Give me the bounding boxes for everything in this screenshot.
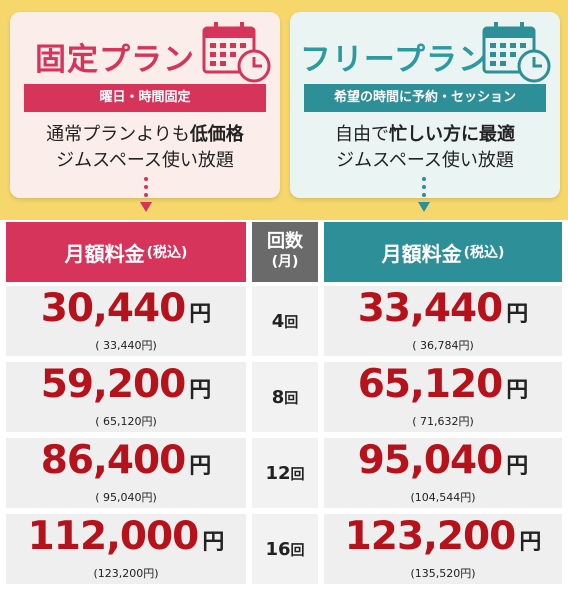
count-value: 12 xyxy=(265,462,291,484)
count-value: 16 xyxy=(265,538,291,560)
count-unit: 回 xyxy=(290,542,305,559)
free-price-value: 123,200 xyxy=(344,514,517,559)
fixed-plan-banner: 曜日・時間固定 xyxy=(24,84,266,112)
free-header-note: (税込) xyxy=(463,245,505,261)
yen-unit: 円 xyxy=(189,454,212,479)
table-row-free-price: 95,040 円 (104,544円) xyxy=(324,438,562,508)
yen-unit: 円 xyxy=(506,378,529,403)
count-value: 8 xyxy=(271,386,285,408)
fixed-desc-text: 通常プランよりも xyxy=(46,124,190,145)
table-row-fixed-price: 59,200 円 ( 65,120円) xyxy=(6,362,246,432)
free-price-value: 33,440 xyxy=(357,286,503,331)
calendar-clock-icon xyxy=(482,22,551,83)
free-price-tax: ( 71,632円) xyxy=(412,415,474,428)
table-row-free-price: 33,440 円 ( 36,784円) xyxy=(324,286,562,356)
fixed-price-value: 112,000 xyxy=(27,514,200,559)
table-row-fixed-price: 86,400 円 ( 95,040円) xyxy=(6,438,246,508)
free-price-value: 95,040 xyxy=(357,438,503,483)
yen-unit: 円 xyxy=(506,454,529,479)
count-unit: 回 xyxy=(284,314,299,331)
table-row-fixed-price: 30,440 円 ( 33,440円) xyxy=(6,286,246,356)
fixed-desc-emphasis: 低価格 xyxy=(189,124,244,145)
table-row-free-price: 123,200 円 (135,520円) xyxy=(324,514,562,584)
fixed-arrow-down-icon xyxy=(140,177,152,212)
free-price-header: 月額料金 (税込) xyxy=(324,222,562,282)
free-price-tax: ( 36,784円) xyxy=(412,339,474,352)
count-value: 4 xyxy=(271,310,285,332)
free-price-tax: (135,520円) xyxy=(410,567,476,580)
table-row-count: 4回 xyxy=(252,286,318,356)
free-plan-description: 自由で忙しい方に最適 ジムスペース使い放題 xyxy=(290,122,560,174)
table-row-count: 12回 xyxy=(252,438,318,508)
fixed-price-tax: (123,200円) xyxy=(93,567,159,580)
table-row-fixed-price: 112,000 円 (123,200円) xyxy=(6,514,246,584)
fixed-header-label: 月額料金 xyxy=(64,241,145,266)
fixed-price-tax: ( 95,040円) xyxy=(95,491,157,504)
free-plan-title: フリープラン xyxy=(299,42,491,78)
fixed-price-value: 86,400 xyxy=(40,438,186,483)
free-plan-banner: 希望の時間に予約・セッション xyxy=(304,84,546,112)
count-unit: 回 xyxy=(284,390,299,407)
free-desc-line2: ジムスペース使い放題 xyxy=(336,150,514,171)
yen-unit: 円 xyxy=(519,530,542,555)
fixed-price-header: 月額料金 (税込) xyxy=(6,222,246,282)
table-row-count: 8回 xyxy=(252,362,318,432)
free-price-tax: (104,544円) xyxy=(410,491,476,504)
calendar-clock-icon xyxy=(202,22,271,83)
fixed-plan-description: 通常プランよりも低価格 ジムスペース使い放題 xyxy=(10,122,280,174)
table-row-count: 16回 xyxy=(252,514,318,584)
count-header-label: 回数 xyxy=(267,231,303,252)
fixed-price-value: 30,440 xyxy=(40,286,186,331)
count-header: 回数 (月) xyxy=(252,222,318,282)
fixed-header-note: (税込) xyxy=(146,245,188,261)
free-plan-card: フリープラン 希望の時間に予約・セッション 自由で忙しい方に最適 ジムスペース使… xyxy=(290,12,560,198)
yen-unit: 円 xyxy=(202,530,225,555)
fixed-desc-line2: ジムスペース使い放題 xyxy=(56,150,234,171)
fixed-price-tax: ( 65,120円) xyxy=(95,415,157,428)
free-desc-text: 自由で xyxy=(335,124,389,145)
table-row-free-price: 65,120 円 ( 71,632円) xyxy=(324,362,562,432)
yen-unit: 円 xyxy=(506,302,529,327)
free-header-label: 月額料金 xyxy=(381,241,462,266)
yen-unit: 円 xyxy=(189,378,212,403)
free-price-value: 65,120 xyxy=(357,362,503,407)
fixed-plan-card: 固定プラン 曜日・時間固定 通常プランよりも低価格 ジムスペース使い放題 xyxy=(10,12,280,198)
fixed-price-value: 59,200 xyxy=(40,362,186,407)
fixed-plan-title: 固定プラン xyxy=(35,42,195,78)
count-header-unit: (月) xyxy=(271,254,299,270)
count-unit: 回 xyxy=(290,466,305,483)
free-desc-emphasis: 忙しい方に最適 xyxy=(389,124,515,145)
free-arrow-down-icon xyxy=(418,177,430,212)
fixed-price-tax: ( 33,440円) xyxy=(95,339,157,352)
yen-unit: 円 xyxy=(189,302,212,327)
